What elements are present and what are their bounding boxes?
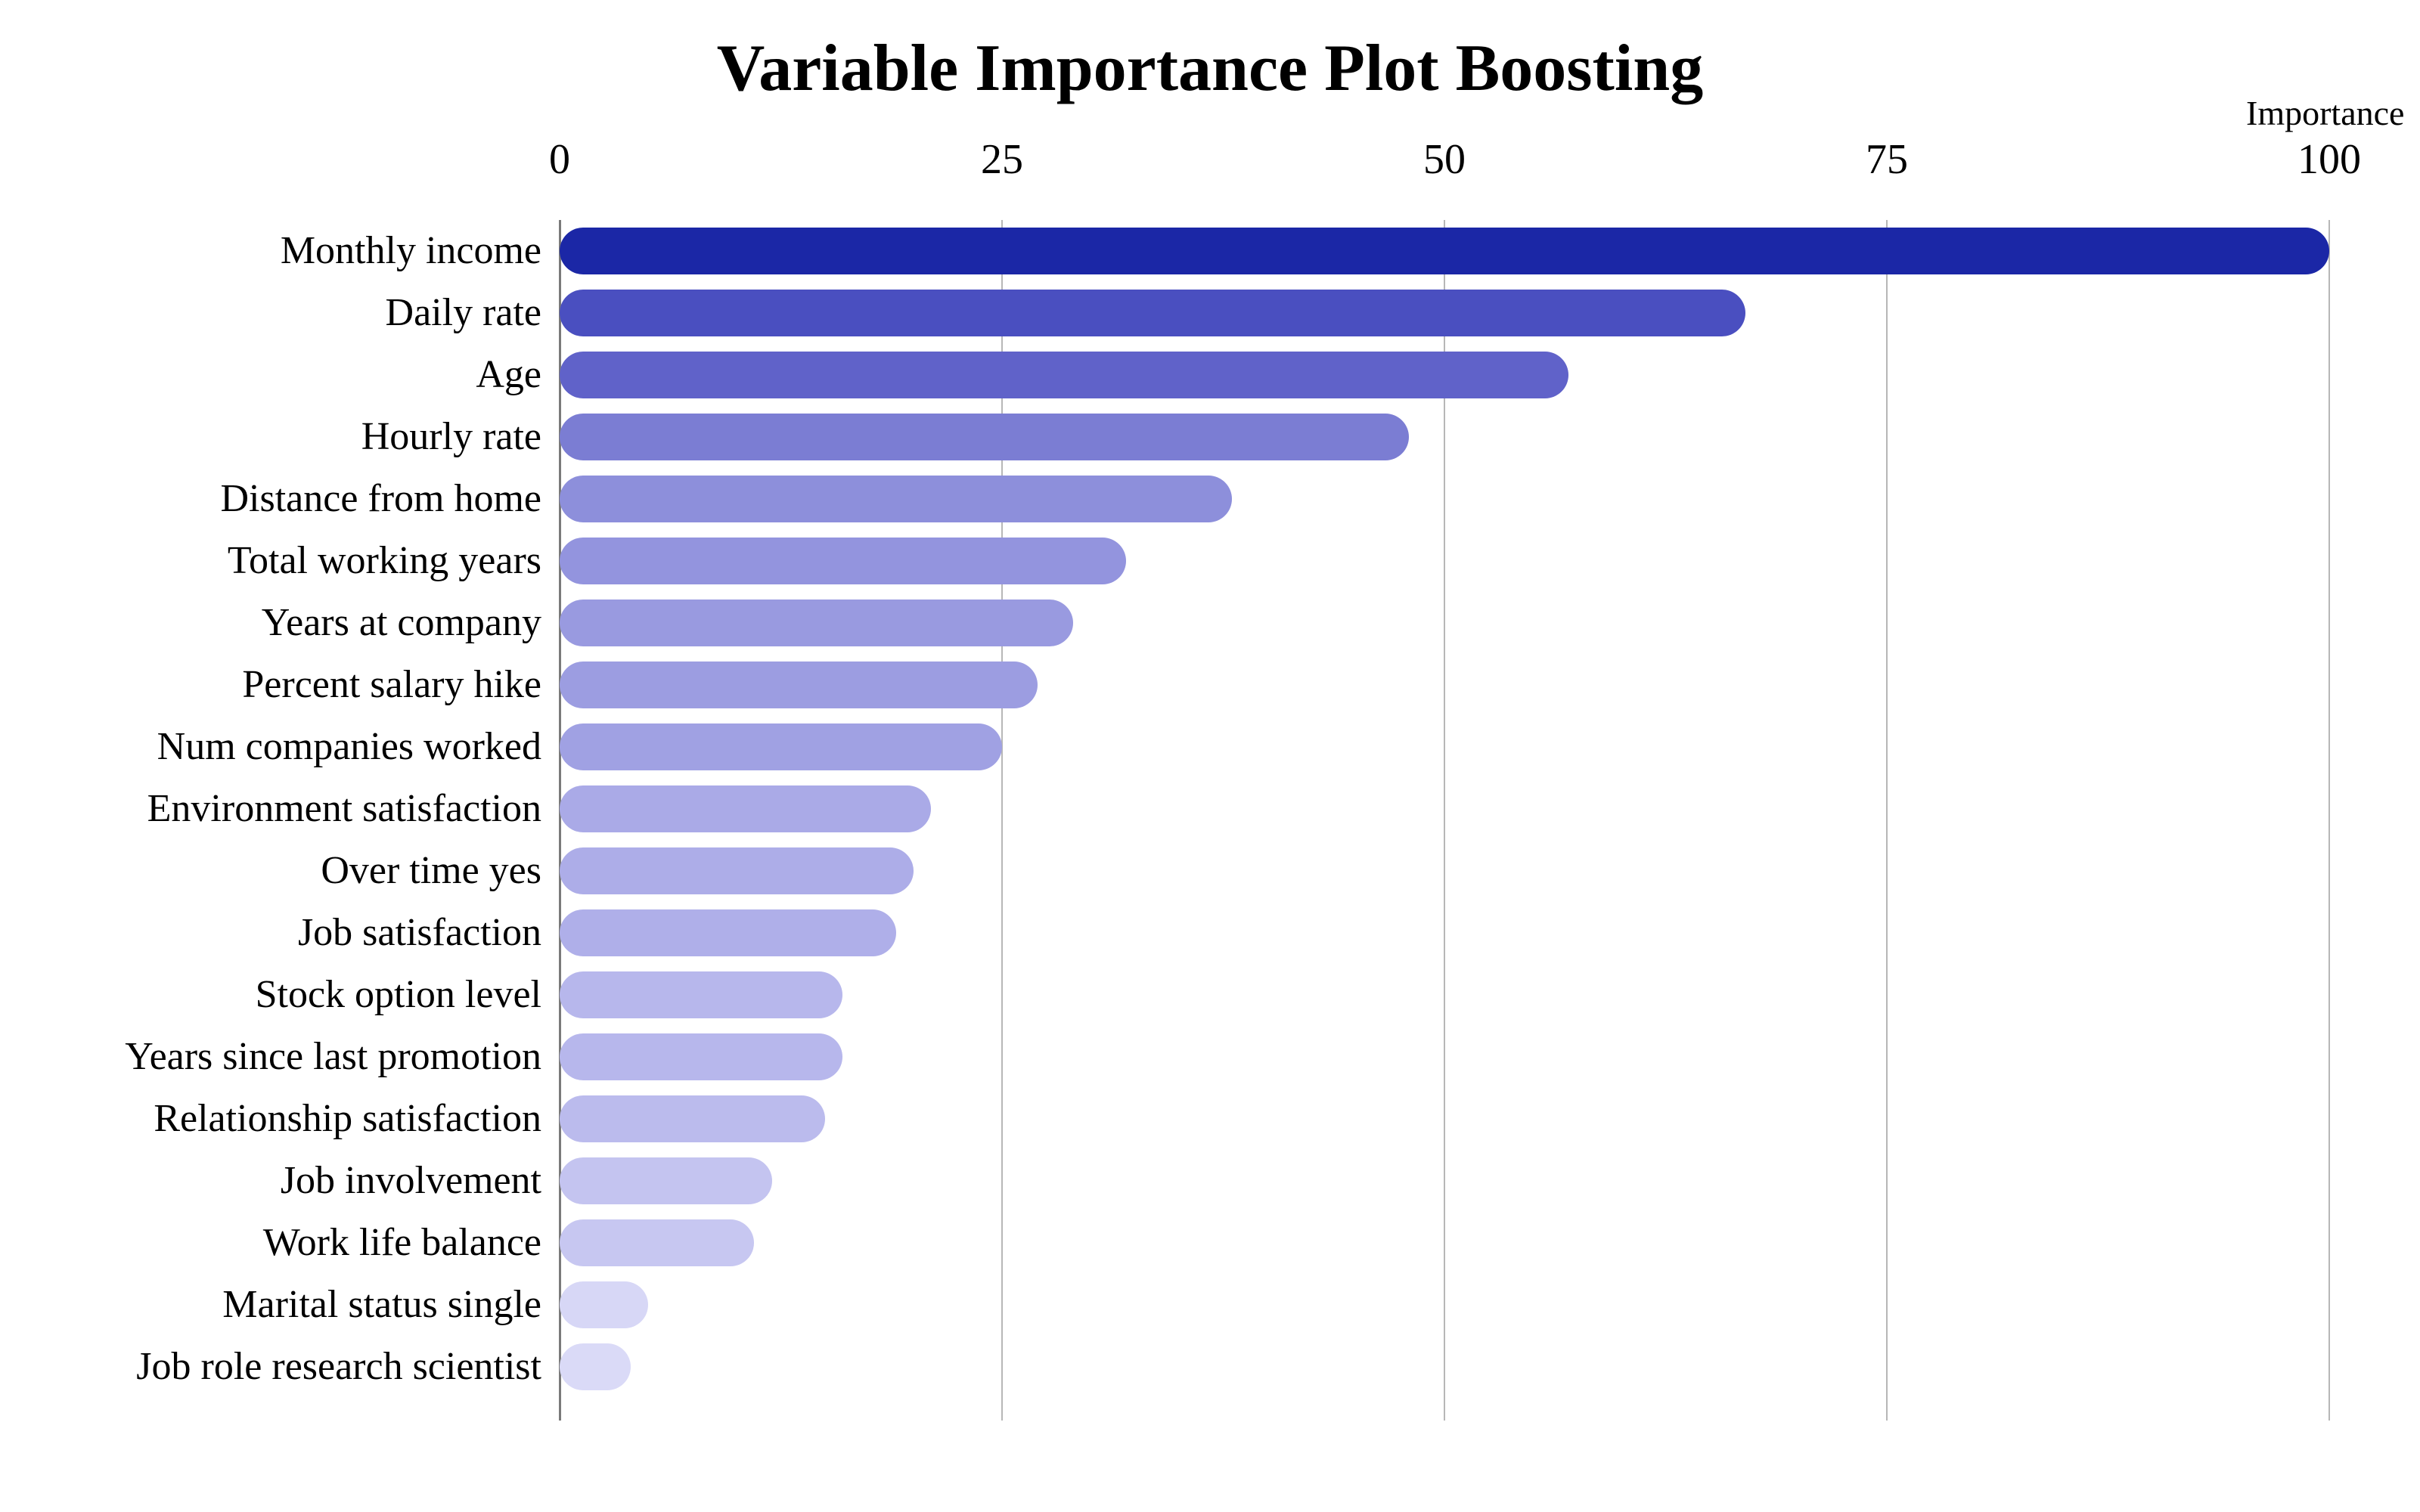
- bar-row: [560, 654, 2329, 716]
- y-axis-label: Age: [91, 344, 560, 406]
- bar: [560, 971, 842, 1018]
- y-axis-label: Marital status single: [91, 1274, 560, 1336]
- bar: [560, 352, 1568, 398]
- bars-container: [560, 220, 2329, 1398]
- bar-row: [560, 964, 2329, 1026]
- bar: [560, 290, 1745, 336]
- bar-row: [560, 716, 2329, 778]
- x-axis: 0255075100: [560, 122, 2329, 220]
- plot-area: Importance 0255075100: [560, 122, 2329, 1421]
- bar: [560, 1343, 631, 1390]
- y-axis-label: Work life balance: [91, 1212, 560, 1274]
- bar: [560, 228, 2329, 274]
- y-axis-labels: Monthly incomeDaily rateAgeHourly rateDi…: [91, 122, 560, 1421]
- bar-row: [560, 530, 2329, 592]
- bar-row: [560, 1088, 2329, 1150]
- y-axis-label: Job involvement: [91, 1150, 560, 1212]
- bar-row: [560, 1150, 2329, 1212]
- bar: [560, 847, 914, 894]
- x-axis-tick-label: 25: [981, 135, 1023, 184]
- y-axis-label: Monthly income: [91, 220, 560, 282]
- bar: [560, 662, 1038, 708]
- bar-row: [560, 344, 2329, 406]
- y-axis-label: Daily rate: [91, 282, 560, 344]
- y-axis-spacer: [91, 122, 560, 220]
- bar: [560, 1219, 754, 1266]
- bar: [560, 538, 1126, 584]
- x-axis-tick-label: 50: [1423, 135, 1466, 184]
- y-axis-label: Environment satisfaction: [91, 778, 560, 840]
- bar-row: [560, 778, 2329, 840]
- y-axis-label: Percent salary hike: [91, 654, 560, 716]
- bar: [560, 1157, 772, 1204]
- plot-row: Monthly incomeDaily rateAgeHourly rateDi…: [91, 122, 2329, 1421]
- bar-row: [560, 1336, 2329, 1398]
- y-axis-label: Stock option level: [91, 964, 560, 1026]
- chart-title: Variable Importance Plot Boosting: [91, 30, 2329, 107]
- bar: [560, 909, 896, 956]
- y-axis-label: Total working years: [91, 530, 560, 592]
- x-axis-tick-label: 100: [2297, 135, 2361, 184]
- y-axis-label: Years since last promotion: [91, 1026, 560, 1088]
- bar: [560, 414, 1409, 460]
- bar-row: [560, 220, 2329, 282]
- bar-row: [560, 282, 2329, 344]
- y-axis-label: Distance from home: [91, 468, 560, 530]
- y-axis-label: Hourly rate: [91, 406, 560, 468]
- y-axis-label: Job role research scientist: [91, 1336, 560, 1398]
- bar-row: [560, 1212, 2329, 1274]
- bar-row: [560, 840, 2329, 902]
- bar: [560, 1095, 825, 1142]
- bar-row: [560, 406, 2329, 468]
- bar: [560, 1033, 842, 1080]
- bar-row: [560, 592, 2329, 654]
- bar-row: [560, 1026, 2329, 1088]
- bar: [560, 785, 931, 832]
- bar: [560, 600, 1073, 646]
- bar-row: [560, 1274, 2329, 1336]
- bar: [560, 723, 1002, 770]
- bar: [560, 476, 1232, 522]
- variable-importance-chart: Variable Importance Plot Boosting Monthl…: [0, 0, 2420, 1512]
- y-axis-label: Job satisfaction: [91, 902, 560, 964]
- bar-row: [560, 468, 2329, 530]
- x-axis-tick-label: 0: [549, 135, 570, 184]
- bar: [560, 1281, 648, 1328]
- y-axis-label: Relationship satisfaction: [91, 1088, 560, 1150]
- y-axis-label: Over time yes: [91, 840, 560, 902]
- bar-row: [560, 902, 2329, 964]
- x-axis-tick-label: 75: [1866, 135, 1908, 184]
- y-axis-label: Num companies worked: [91, 716, 560, 778]
- y-axis-label: Years at company: [91, 592, 560, 654]
